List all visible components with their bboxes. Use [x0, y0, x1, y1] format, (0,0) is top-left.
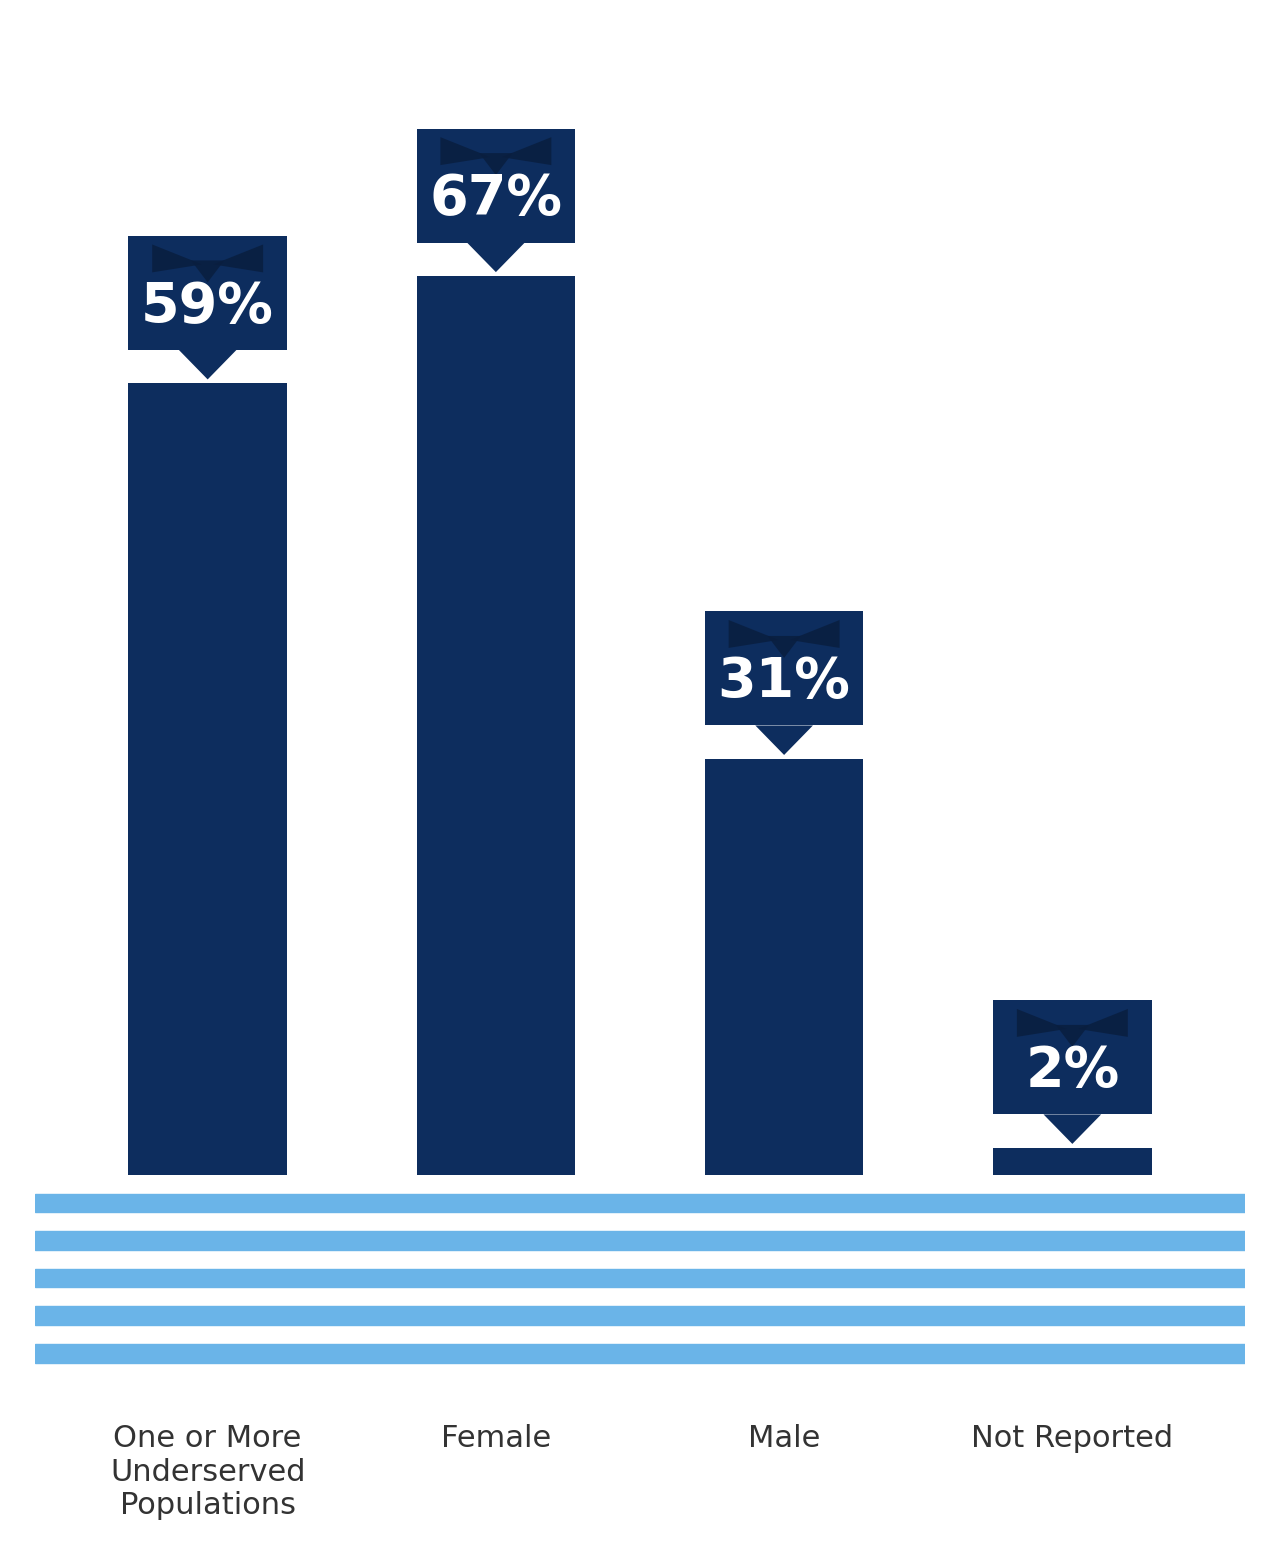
Polygon shape — [1043, 1115, 1101, 1144]
Polygon shape — [1056, 1025, 1089, 1047]
FancyBboxPatch shape — [128, 236, 287, 350]
Bar — [35, 1306, 1245, 1325]
Bar — [35, 1194, 1245, 1213]
Polygon shape — [1016, 1009, 1066, 1037]
Polygon shape — [755, 726, 813, 756]
Bar — [35, 1232, 1245, 1250]
Bar — [128, 384, 287, 1174]
Polygon shape — [1078, 1009, 1128, 1037]
Bar — [705, 759, 864, 1174]
Polygon shape — [214, 244, 264, 272]
FancyBboxPatch shape — [705, 611, 864, 726]
Polygon shape — [502, 137, 552, 165]
Bar — [35, 1269, 1245, 1288]
Polygon shape — [728, 620, 778, 648]
Polygon shape — [768, 636, 801, 658]
Polygon shape — [440, 137, 490, 165]
Polygon shape — [191, 260, 224, 283]
FancyBboxPatch shape — [993, 1000, 1152, 1115]
Polygon shape — [152, 244, 202, 272]
FancyBboxPatch shape — [416, 129, 575, 243]
Bar — [416, 277, 575, 1174]
Text: 31%: 31% — [718, 655, 850, 709]
Polygon shape — [479, 152, 512, 176]
Text: 59%: 59% — [141, 280, 274, 334]
Text: 2%: 2% — [1025, 1043, 1120, 1098]
Bar — [35, 1344, 1245, 1362]
Polygon shape — [179, 350, 237, 379]
Polygon shape — [467, 243, 525, 272]
Polygon shape — [790, 620, 840, 648]
Text: 67%: 67% — [429, 173, 562, 227]
Bar — [993, 1148, 1152, 1174]
